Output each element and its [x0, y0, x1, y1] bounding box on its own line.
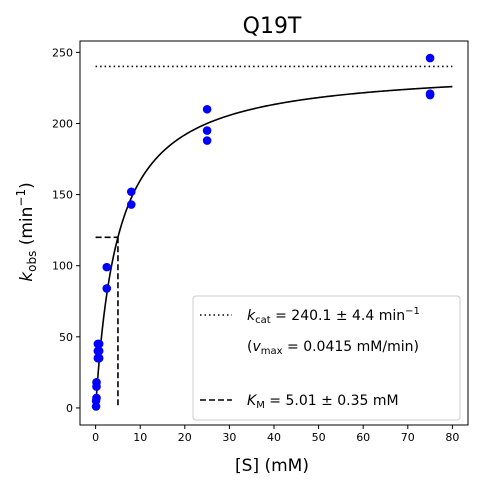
- data-point: [126, 187, 136, 197]
- fit-curve: [95, 85, 453, 405]
- y-tick-label: 0: [66, 402, 73, 415]
- data-point: [202, 136, 212, 145]
- legend-box: [192, 295, 461, 421]
- y-tick-label: 150: [52, 189, 73, 202]
- legend-kcat-label: kcat = 240.1 ± 4.4 min−1: [247, 306, 420, 326]
- x-tick-label: 30: [222, 431, 236, 444]
- x-tick-label: 40: [267, 431, 281, 444]
- x-tick-label: 80: [445, 431, 459, 444]
- data-point: [102, 284, 112, 293]
- y-tick-label: 100: [52, 260, 73, 273]
- data-point: [94, 353, 104, 363]
- x-axis-title: [S] (mM): [235, 456, 309, 476]
- data-point: [425, 89, 435, 98]
- x-tick-label: 70: [401, 431, 415, 444]
- data-point: [94, 339, 104, 349]
- y-tick-label: 200: [52, 117, 73, 130]
- y-tick-label: 250: [52, 46, 73, 59]
- y-tick-label: 50: [59, 331, 73, 344]
- legend-km-label: KM = 5.01 ± 0.35 mM: [247, 393, 399, 411]
- legend: kcat = 240.1 ± 4.4 min−1 (vmax = 0.0415 …: [192, 295, 461, 421]
- x-tick-label: 50: [312, 431, 326, 444]
- data-point: [102, 262, 112, 272]
- y-axis-title: kobs (min−1): [14, 182, 39, 282]
- data-point: [202, 126, 212, 135]
- legend-vmax-label: (vmax = 0.0415 mM/min): [247, 339, 419, 357]
- data-point: [92, 378, 101, 387]
- data-point: [92, 393, 101, 403]
- x-tick-label: 10: [133, 431, 147, 444]
- data-point: [94, 346, 104, 356]
- axes: 0 10 20 30 40 50 60 70 80 0 50 100 150 200 250: [52, 40, 469, 444]
- chart-title: Q19T: [243, 14, 302, 39]
- x-tick-label: 60: [356, 431, 370, 444]
- data-point: [126, 200, 136, 209]
- x-tick-label: 0: [92, 431, 99, 444]
- x-tick-label: 20: [178, 431, 192, 444]
- data-point: [425, 53, 435, 63]
- plot-marks: [91, 53, 453, 411]
- data-point: [202, 104, 212, 114]
